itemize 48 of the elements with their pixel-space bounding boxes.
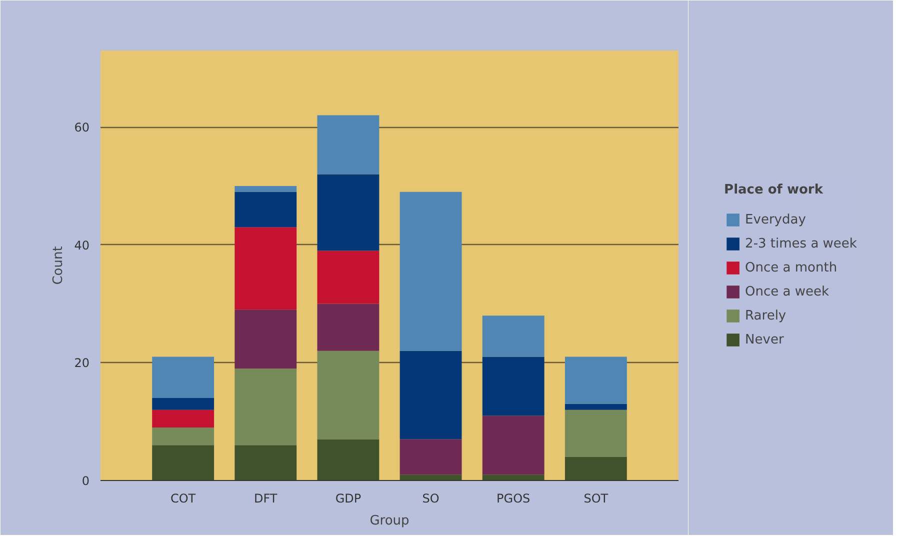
bar bbox=[234, 192, 297, 228]
bar bbox=[482, 474, 544, 480]
bar bbox=[234, 227, 297, 310]
x-tick-label: COT bbox=[170, 492, 196, 506]
bar bbox=[234, 310, 297, 369]
bar bbox=[482, 316, 544, 357]
x-tick-label: DFT bbox=[254, 492, 278, 506]
y-tick-label: 0 bbox=[82, 474, 90, 488]
legend-title: Place of work bbox=[724, 182, 824, 198]
x-tick-label: SOT bbox=[584, 492, 609, 506]
legend-label: Once a week bbox=[745, 284, 830, 299]
bar bbox=[317, 250, 380, 304]
y-tick-label: 40 bbox=[74, 238, 90, 252]
bar bbox=[400, 439, 462, 475]
bar bbox=[317, 115, 380, 174]
bar bbox=[152, 427, 214, 446]
bar bbox=[152, 398, 214, 410]
bar bbox=[152, 410, 214, 428]
y-axis-title: Count bbox=[51, 246, 66, 285]
bar bbox=[152, 356, 214, 398]
bar bbox=[317, 350, 380, 440]
bar bbox=[234, 445, 297, 480]
bar bbox=[564, 356, 627, 404]
bar bbox=[234, 368, 297, 446]
legend-label: Once a month bbox=[745, 260, 838, 275]
bar bbox=[234, 186, 297, 192]
legend-label: Never bbox=[745, 332, 784, 347]
bar bbox=[317, 439, 380, 480]
legend-label: Rarely bbox=[745, 308, 786, 323]
x-tick-label: PGOS bbox=[496, 492, 530, 506]
bar bbox=[564, 456, 627, 480]
bar bbox=[152, 445, 214, 480]
bar bbox=[400, 192, 462, 351]
bar bbox=[564, 404, 627, 410]
y-tick-label: 20 bbox=[74, 356, 90, 370]
x-tick-label: SO bbox=[422, 492, 440, 506]
y-tick-label: 60 bbox=[74, 120, 90, 135]
legend-label: Everyday bbox=[745, 212, 806, 227]
legend-label: 2-3 times a week bbox=[745, 236, 857, 251]
bar bbox=[564, 410, 627, 457]
bar bbox=[482, 416, 544, 475]
bar bbox=[482, 356, 544, 416]
bar bbox=[317, 304, 380, 351]
x-tick-label: GDP bbox=[335, 492, 362, 506]
bar bbox=[317, 174, 380, 251]
bar bbox=[400, 350, 462, 440]
x-axis-title: Group bbox=[370, 514, 410, 528]
bar bbox=[400, 474, 462, 480]
